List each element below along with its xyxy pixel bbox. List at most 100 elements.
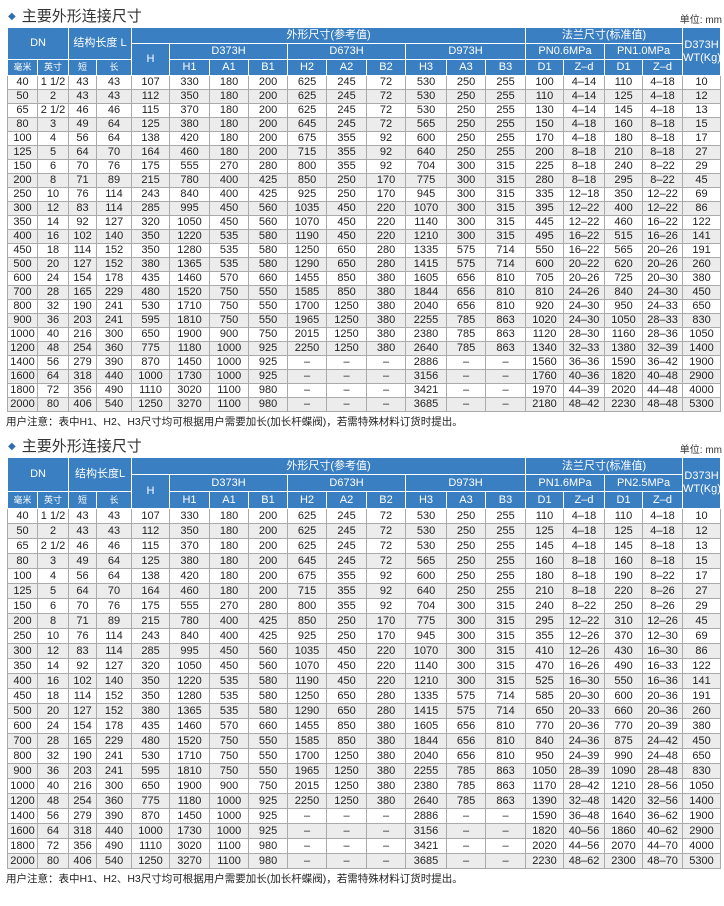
table-cell: 355 [326,598,368,614]
table-cell: 390 [96,808,133,824]
table-cell: 2886 [405,355,448,370]
table-cell: 36–36 [563,355,606,370]
table-cell: 12–22 [642,187,684,202]
table-cell: 8–18 [563,583,606,599]
table-cell: 56 [36,355,70,370]
table-cell: 1000 [209,369,250,384]
table-cell: – [485,383,527,398]
table-cell: 255 [485,131,527,146]
table-cell: 8–18 [563,159,606,174]
table-cell: 840 [169,187,211,202]
header-d1: D1 [525,491,565,509]
table-cell: 650 [525,703,565,719]
table-cell: 625 [287,89,328,104]
table-cell: 380 [131,703,171,719]
table-cell: 20–36 [563,718,606,734]
table-cell: 255 [485,538,527,554]
table-cell: 170 [366,613,407,629]
table-cell: 380 [366,718,407,734]
table-cell: 425 [248,173,289,188]
table-cell: 280 [248,159,289,174]
table-cell: – [326,808,368,824]
table-cell: 165 [68,285,98,300]
table-cell: 1100 [209,838,250,854]
table-cell: 550 [525,243,565,258]
table-cell: 125 [131,117,171,132]
table-cell: 1810 [169,763,211,779]
table-cell: 850 [326,718,368,734]
table-cell: 12–22 [563,613,606,629]
table-cell: 250 [446,117,487,132]
table-cell: 780 [169,173,211,188]
table-cell: 535 [209,243,250,258]
table-cell: 925 [248,369,289,384]
header-outline: 外形尺寸(参考值) [131,457,527,475]
table-cell: 490 [604,658,644,674]
table-cell: 625 [287,103,328,118]
table-cell: 495 [525,229,565,244]
table-cell: 2250 [287,341,328,356]
table-cell: 100 [7,131,38,146]
header-b1: B1 [248,491,289,509]
table-cell: 2020 [604,383,644,398]
table-cell: 8–18 [642,538,684,554]
table-cell: 550 [248,313,289,328]
table-cell: 46 [68,538,98,554]
table-cell: 295 [604,173,644,188]
table-cell: 92 [68,215,98,230]
table-cell: 10 [36,628,70,644]
table-cell: 114 [68,243,98,258]
table-cell: 656 [446,271,487,286]
table-cell: 200 [248,75,289,90]
header-h3: H3 [405,59,448,76]
table-cell: 1380 [604,341,644,356]
table-cell: 92 [366,159,407,174]
table-cell: 24–30 [642,285,684,300]
table-cell: 925 [248,355,289,370]
table-cell: 16–36 [642,673,684,689]
table-cell: 122 [682,215,722,230]
table-cell: – [326,823,368,839]
table-cell: 8–18 [642,131,684,146]
table-cell: 20–36 [642,688,684,704]
table-cell: 65 [7,538,38,554]
table-cell: 140 [96,229,133,244]
table-cell: 260 [682,703,722,719]
table-cell: 20–26 [563,271,606,286]
table-cell: 490 [96,383,133,398]
table-cell: 1170 [525,778,565,794]
table-row: 400 16 102 140 350 1220 535 580 1190 450 220 1210 30… [7,229,722,244]
table-cell: 410 [525,643,565,659]
table-cell: 12 [682,89,722,104]
table-cell: 20–30 [642,271,684,286]
table-cell: 900 [7,313,38,328]
table-cell: 470 [525,658,565,674]
table-cell: – [485,355,527,370]
table-cell: 900 [209,327,250,342]
table-cell: 1590 [604,355,644,370]
table-cell: 76 [96,159,133,174]
table-cell: 1210 [405,673,448,689]
table-cell: 28–33 [642,313,684,328]
table-cell: 1460 [169,718,211,734]
table-cell: – [326,853,368,869]
table-cell: 250 [446,568,487,584]
table-cell: 280 [366,688,407,704]
table-cell: 180 [209,145,250,160]
table-cell: 400 [209,613,250,629]
table-cell: 114 [96,201,133,216]
table-cell: 92 [366,131,407,146]
table-cell: 36–48 [563,808,606,824]
table-cell: 152 [96,688,133,704]
table-cell: 16–30 [563,673,606,689]
header-long: 长 [96,491,133,509]
table-cell: 870 [131,355,171,370]
table-cell: 24–48 [642,748,684,764]
table-cell: 425 [248,613,289,629]
table-row: 300 12 83 114 285 995 450 560 1035 450 220 1070 300 3… [7,643,722,659]
table-cell: 1250 [326,341,368,356]
table-cell: 550 [248,299,289,314]
table-cell: 28–36 [642,327,684,342]
table-cell: 300 [446,613,487,629]
table-cell: 355 [326,131,368,146]
